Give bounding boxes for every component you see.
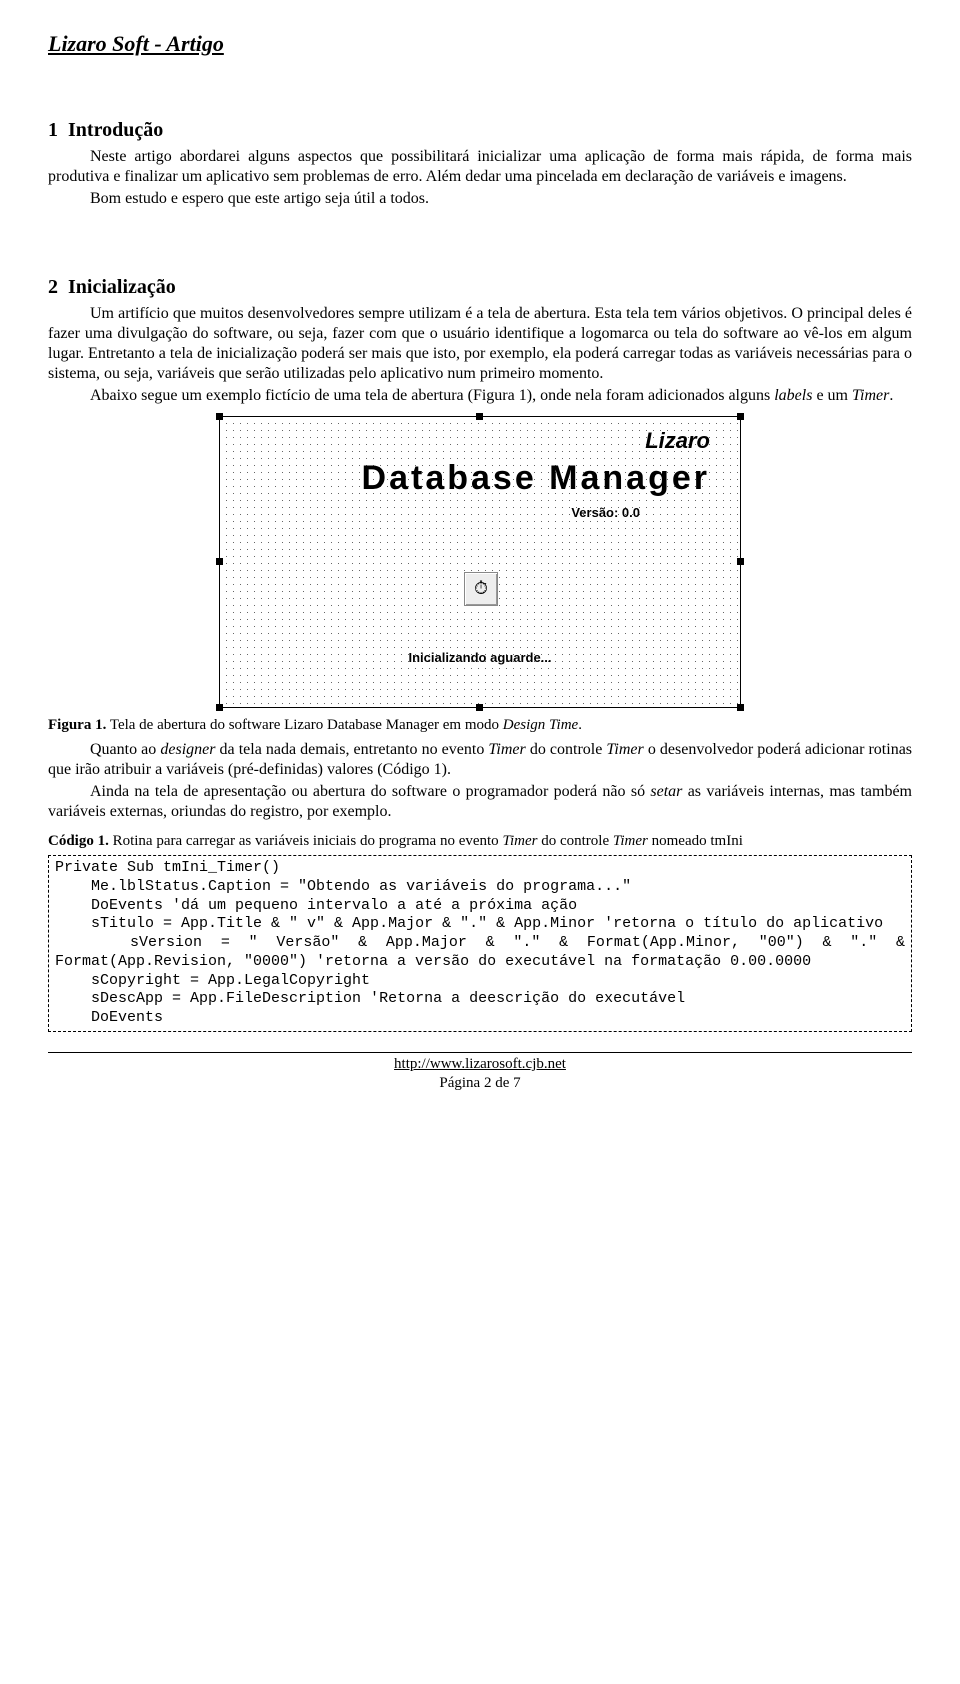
- figure-1-text-b: Design Time: [503, 717, 578, 733]
- section-2-heading: 2 Inicialização: [48, 275, 912, 300]
- code-1-caption-a: Rotina para carregar as variáveis inicia…: [109, 833, 503, 849]
- page-header-title: Lizaro Soft - Artigo: [48, 30, 912, 58]
- section-2-para-2c: e um: [812, 387, 852, 404]
- splash-brand-label: Lizaro: [645, 427, 710, 455]
- footer-url: http://www.lizarosoft.cjb.net: [394, 1056, 566, 1072]
- splash-title-label: Database Manager: [362, 457, 710, 500]
- after-fig-p2a: Ainda na tela de apresentação ou abertur…: [90, 783, 650, 800]
- code-1-caption-d: Timer: [613, 833, 648, 849]
- resize-handle: [216, 558, 223, 565]
- section-2-para-2a: Abaixo segue um exemplo fictício de uma …: [90, 387, 774, 404]
- resize-handle: [476, 413, 483, 420]
- after-fig-p1b: designer: [160, 741, 215, 758]
- page-footer: http://www.lizarosoft.cjb.net Página 2 d…: [48, 1052, 912, 1093]
- after-fig-p1c: da tela nada demais, entretanto no event…: [215, 741, 488, 758]
- section-2-number: 2: [48, 276, 58, 298]
- splash-status-label: Inicializando aguarde...: [408, 650, 551, 666]
- timer-icon: ⏱: [464, 572, 498, 606]
- footer-page-number: Página 2 de 7: [439, 1075, 520, 1091]
- section-1-heading: 1 Introdução: [48, 118, 912, 143]
- section-2-para-2b: labels: [774, 387, 812, 404]
- figure-1-caption: Figura 1. Tela de abertura do software L…: [48, 716, 912, 735]
- code-1-caption-b: Timer: [502, 833, 537, 849]
- code-1-label: Código 1.: [48, 833, 109, 849]
- after-fig-p1e: do controle: [526, 741, 607, 758]
- section-2-para-2d: Timer: [852, 387, 889, 404]
- section-2-para-2: Abaixo segue um exemplo fictício de uma …: [48, 386, 912, 406]
- resize-handle: [737, 413, 744, 420]
- section-1-para-2: Bom estudo e espero que este artigo seja…: [48, 189, 912, 209]
- resize-handle: [476, 704, 483, 711]
- code-1-box: Private Sub tmIni_Timer() Me.lblStatus.C…: [48, 855, 912, 1032]
- resize-handle: [216, 413, 223, 420]
- after-fig-para-2: Ainda na tela de apresentação ou abertur…: [48, 782, 912, 822]
- after-fig-p1d: Timer: [488, 741, 525, 758]
- after-fig-p1f: Timer: [606, 741, 643, 758]
- after-fig-p2b: setar: [650, 783, 682, 800]
- resize-handle: [737, 558, 744, 565]
- code-1-caption-e: nomeado tmIni: [648, 833, 743, 849]
- after-fig-p1a: Quanto ao: [90, 741, 160, 758]
- section-2-para-1: Um artifício que muitos desenvolvedores …: [48, 304, 912, 384]
- figure-1-text-c: .: [578, 717, 582, 733]
- figure-1-label: Figura 1.: [48, 717, 106, 733]
- section-1-number: 1: [48, 119, 58, 141]
- figure-1-container: Lizaro Database Manager Versão: 0.0 ⏱ In…: [48, 416, 912, 708]
- after-fig-para-1: Quanto ao designer da tela nada demais, …: [48, 740, 912, 780]
- section-2-title: Inicialização: [68, 276, 176, 298]
- section-2-para-2e: .: [889, 387, 893, 404]
- code-1-caption: Código 1. Rotina para carregar as variáv…: [48, 832, 912, 851]
- code-1-caption-c: do controle: [537, 833, 612, 849]
- section-1-title: Introdução: [68, 119, 163, 141]
- resize-handle: [737, 704, 744, 711]
- splash-form: Lizaro Database Manager Versão: 0.0 ⏱ In…: [219, 416, 741, 708]
- section-1-para-1: Neste artigo abordarei alguns aspectos q…: [48, 147, 912, 187]
- splash-version-label: Versão: 0.0: [571, 505, 640, 521]
- figure-1-text-a: Tela de abertura do software Lizaro Data…: [106, 717, 502, 733]
- resize-handle: [216, 704, 223, 711]
